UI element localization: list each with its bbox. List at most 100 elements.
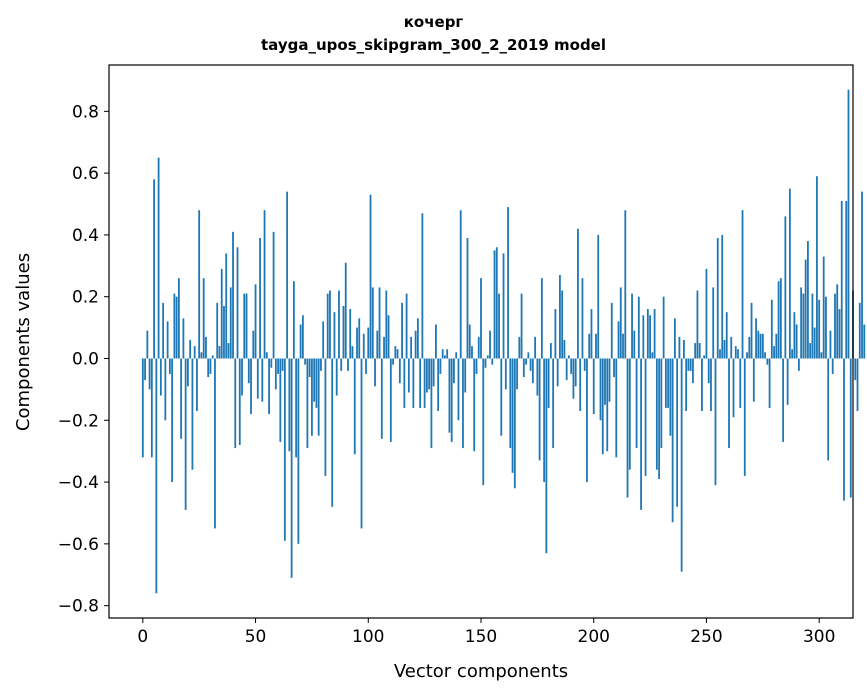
bar-179	[545, 358, 548, 554]
bar-27	[202, 278, 205, 359]
bar-295	[807, 241, 809, 359]
bar-52	[259, 238, 261, 359]
bar-287	[788, 188, 791, 359]
bar-70	[299, 324, 302, 359]
bar-139	[455, 352, 458, 359]
bar-184	[556, 358, 559, 387]
bar-178	[543, 358, 546, 483]
bar-271	[752, 358, 755, 402]
bar-62	[281, 358, 284, 371]
bar-292	[800, 287, 803, 359]
bar-53	[261, 358, 264, 402]
bar-118	[407, 358, 410, 393]
bar-304	[827, 358, 830, 461]
bar-316	[854, 358, 857, 381]
bar-284	[782, 358, 785, 442]
bar-228	[655, 358, 658, 470]
bar-93	[351, 346, 354, 359]
bar-314	[849, 358, 852, 498]
bar-80	[322, 321, 325, 359]
y-tick-label: 0.0	[72, 349, 99, 369]
bar-20	[187, 358, 189, 387]
bar-273	[757, 330, 760, 359]
bar-201	[595, 333, 597, 359]
bar-71	[301, 315, 304, 359]
bar-64	[286, 191, 289, 359]
bar-151	[482, 358, 485, 486]
bar-21	[189, 339, 192, 359]
bar-94	[353, 358, 356, 455]
bar-216	[628, 358, 631, 470]
bar-305	[829, 330, 832, 359]
bar-160	[502, 253, 505, 359]
bar-169	[522, 358, 525, 378]
y-tick-label: −0.8	[58, 597, 99, 617]
bar-149	[477, 336, 480, 359]
bar-57	[270, 358, 273, 368]
bar-233	[667, 358, 670, 408]
bar-148	[475, 358, 478, 374]
bar-268	[746, 352, 748, 359]
bar-84	[331, 358, 334, 507]
bar-225	[649, 315, 651, 359]
bar-187	[563, 339, 566, 359]
bar-43	[238, 358, 241, 445]
bar-222	[642, 315, 645, 359]
bar-68	[295, 358, 298, 458]
bar-46	[245, 293, 248, 359]
x-tick-label: 100	[352, 627, 384, 647]
bar-30	[209, 358, 212, 374]
bar-281	[775, 333, 778, 359]
bar-310	[840, 200, 843, 359]
bar-193	[577, 228, 579, 359]
bar-40	[232, 231, 234, 359]
bar-254	[714, 358, 717, 486]
bar-15	[175, 296, 178, 359]
bar-125	[423, 358, 426, 408]
bar-7	[157, 157, 160, 359]
bar-91	[347, 358, 349, 371]
bar-81	[324, 358, 327, 476]
bar-168	[520, 293, 523, 359]
bar-261	[730, 336, 733, 359]
bar-312	[845, 200, 848, 359]
x-tick-label: 250	[690, 627, 722, 647]
bar-235	[671, 358, 674, 523]
bar-109	[387, 315, 390, 359]
bar-77	[315, 358, 318, 408]
x-tick-label: 150	[465, 627, 497, 647]
bar-181	[549, 343, 552, 359]
bar-279	[770, 299, 773, 359]
bar-246	[696, 290, 699, 359]
bar-120	[412, 358, 415, 408]
bar-136	[448, 358, 451, 433]
bar-293	[802, 293, 805, 359]
y-axis-title: Components values	[13, 253, 34, 431]
bar-232	[664, 358, 667, 408]
bar-252	[710, 358, 712, 412]
bar-317	[856, 358, 859, 412]
bar-182	[552, 358, 555, 449]
bar-245	[694, 343, 697, 359]
bar-236	[673, 318, 676, 359]
bar-230	[660, 358, 663, 449]
bar-107	[383, 336, 385, 359]
bar-17	[180, 358, 183, 439]
bar-226	[651, 352, 654, 359]
bar-229	[658, 358, 661, 479]
bar-50	[254, 284, 257, 359]
bar-22	[191, 358, 194, 470]
bar-205	[604, 358, 606, 405]
bar-33	[216, 302, 219, 359]
bar-302	[822, 256, 825, 359]
bar-18	[182, 318, 185, 359]
y-tick-label: −0.2	[58, 411, 99, 431]
bar-127	[428, 358, 431, 390]
bar-140	[457, 358, 460, 421]
bar-269	[748, 336, 751, 359]
bar-289	[793, 312, 796, 359]
bar-172	[529, 358, 532, 371]
bar-150	[480, 278, 482, 359]
bar-161	[504, 358, 507, 390]
